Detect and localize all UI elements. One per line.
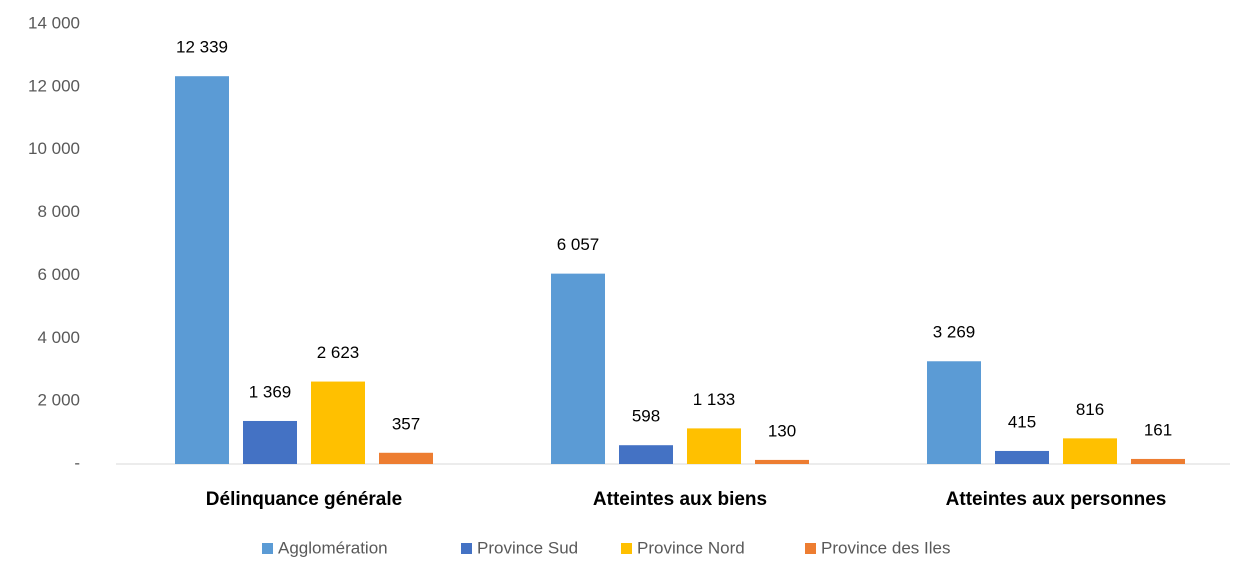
y-tick-label: 12 000 [28,76,80,95]
data-label: 415 [1008,412,1036,431]
data-label: 2 623 [317,343,360,362]
data-label: 598 [632,407,660,426]
bar [755,459,809,464]
data-label: 12 339 [176,38,228,57]
data-label: 3 269 [933,323,976,342]
x-tick-label: Atteintes aux personnes [946,489,1167,510]
legend-label: Province des Iles [821,538,950,557]
legend-label: Province Sud [477,538,578,557]
y-tick-label: 8 000 [37,202,80,221]
y-tick-label: 10 000 [28,139,80,158]
y-tick-label: 14 000 [28,13,80,32]
legend-swatch [262,543,273,554]
bar [311,381,365,464]
y-tick-label: 2 000 [37,391,80,410]
bar [551,273,605,464]
y-tick-label: 6 000 [37,265,80,284]
legend-label: Agglomération [278,538,388,557]
data-label: 6 057 [557,235,600,254]
y-tick-label: - [74,453,80,472]
data-label: 130 [768,421,796,440]
legend-swatch [805,543,816,554]
bar [1063,438,1117,464]
data-label: 1 369 [249,382,292,401]
bar [619,445,673,464]
bar [1131,458,1185,464]
data-label: 161 [1144,420,1172,439]
legend-swatch [461,543,472,554]
x-tick-label: Atteintes aux biens [593,489,767,510]
x-tick-label: Délinquance générale [206,489,402,510]
bar [175,76,229,465]
bar [995,450,1049,464]
data-label: 357 [392,414,420,433]
bar [927,361,981,464]
bar [243,420,297,464]
y-tick-label: 4 000 [37,328,80,347]
bar [687,428,741,464]
data-label: 1 133 [693,390,736,409]
data-label: 816 [1076,400,1104,419]
legend-label: Province Nord [637,538,745,557]
legend-swatch [621,543,632,554]
bar [379,452,433,464]
